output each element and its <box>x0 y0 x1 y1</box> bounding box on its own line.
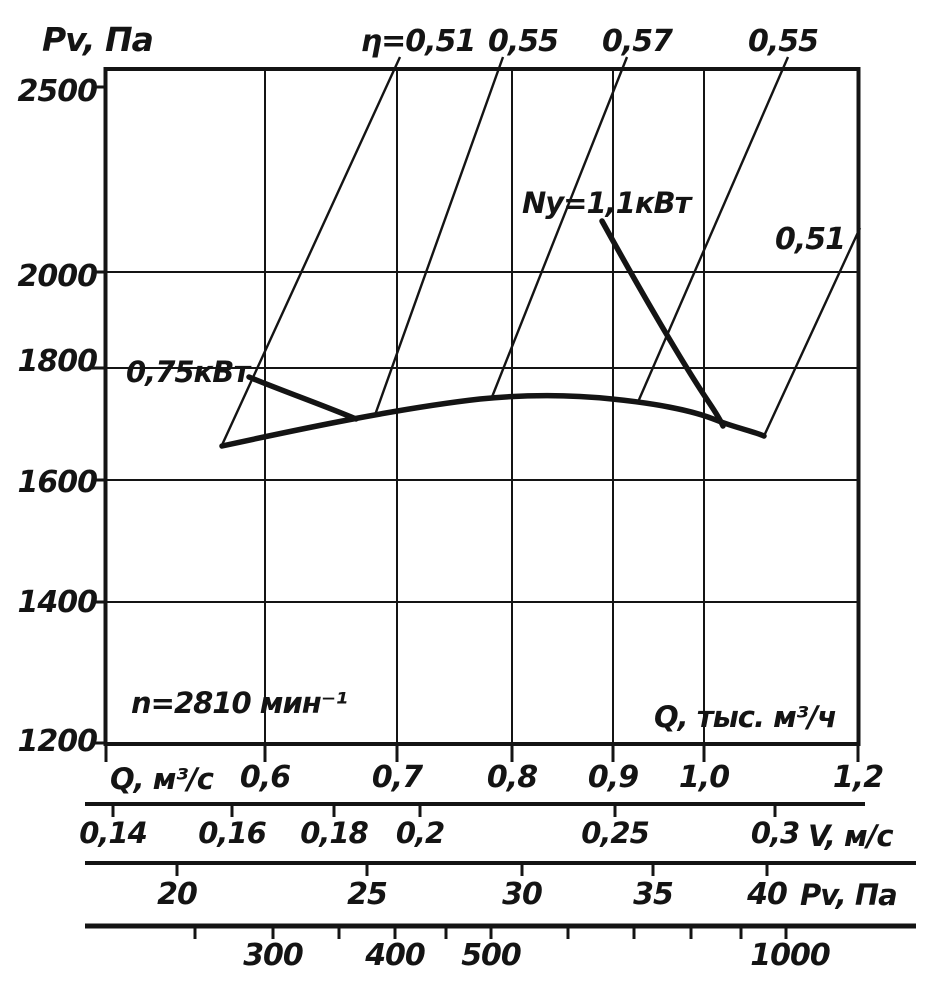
pv-tick-label-1200: 1200 <box>18 724 98 759</box>
q-m3s-axis <box>85 802 865 817</box>
power-curve-0-75 <box>246 374 359 422</box>
q-tick-label-0-6: 0,6 <box>240 760 290 795</box>
pv-axis-ticks <box>92 85 106 745</box>
fan-characteristic-curve <box>219 392 767 449</box>
eta-label-1: η=0,51 <box>361 24 476 59</box>
q-thousand-title: Q, тыс. м³/ч <box>654 700 836 734</box>
rpm-label: n=2810 мин⁻¹ <box>131 686 347 720</box>
qs-tick-label-0-25: 0,25 <box>581 816 649 850</box>
q-tick-label-1-0: 1,0 <box>679 760 729 795</box>
eta-label-4: 0,55 <box>748 24 818 59</box>
efficiency-lines <box>220 56 862 446</box>
pv-tick-label-1400: 1400 <box>18 585 98 620</box>
v-axis-title: V, м/с <box>808 819 893 853</box>
v-tick-label-30: 30 <box>502 877 542 912</box>
qs-tick-label-0-2: 0,2 <box>396 816 444 850</box>
eta-label-right: 0,51 <box>775 222 845 257</box>
power-high-label: Ny=1,1кВт <box>522 186 694 220</box>
qs-tick-label-0-16: 0,16 <box>198 816 266 850</box>
plot-frame <box>103 67 861 746</box>
v-tick-label-40: 40 <box>746 877 787 912</box>
eta-line-0-57 <box>490 56 629 398</box>
q-tick-label-0-8: 0,8 <box>487 760 537 795</box>
pv-dynamic-title: Pv, Па <box>800 878 897 912</box>
qs-tick-label-0-14: 0,14 <box>79 816 147 850</box>
pvd-tick-label-300: 300 <box>243 938 303 973</box>
power-curve-1-1 <box>599 218 726 429</box>
q-tick-label-0-9: 0,9 <box>588 760 638 795</box>
q-m3s-title: Q, м³/с <box>110 762 214 796</box>
pv-axis-title: Pv, Па <box>42 20 153 59</box>
v-tick-label-20: 20 <box>157 877 197 912</box>
v-tick-label-25: 25 <box>347 877 387 912</box>
eta-line-0-55-right <box>636 56 790 403</box>
pv-tick-label-1600: 1600 <box>18 465 98 500</box>
q-tick-label-1-2: 1,2 <box>833 760 883 795</box>
pv-dynamic-axis <box>85 923 916 939</box>
eta-line-0-51-right <box>762 227 862 437</box>
pv-tick-label-2000: 2000 <box>18 259 98 294</box>
pv-tick-label-1800: 1800 <box>18 344 98 379</box>
qs-tick-label-0-3: 0,3 <box>751 816 799 850</box>
pvd-tick-label-500: 500 <box>461 938 521 973</box>
eta-label-3: 0,57 <box>602 24 673 59</box>
gridlines <box>107 70 857 742</box>
v-axis <box>85 861 916 876</box>
eta-label-2: 0,55 <box>488 24 558 59</box>
pv-tick-label-2500: 2500 <box>18 74 98 109</box>
pvd-tick-label-1000: 1000 <box>750 938 830 973</box>
q-tick-label-0-7: 0,7 <box>372 760 423 795</box>
power-low-label: 0,75кВт <box>126 355 252 389</box>
eta-line-0-55-left <box>373 56 505 416</box>
q-axis-ticks <box>104 745 860 762</box>
pvd-tick-label-400: 400 <box>364 938 425 973</box>
qs-tick-label-0-18: 0,18 <box>300 816 368 850</box>
v-tick-label-35: 35 <box>633 877 673 912</box>
